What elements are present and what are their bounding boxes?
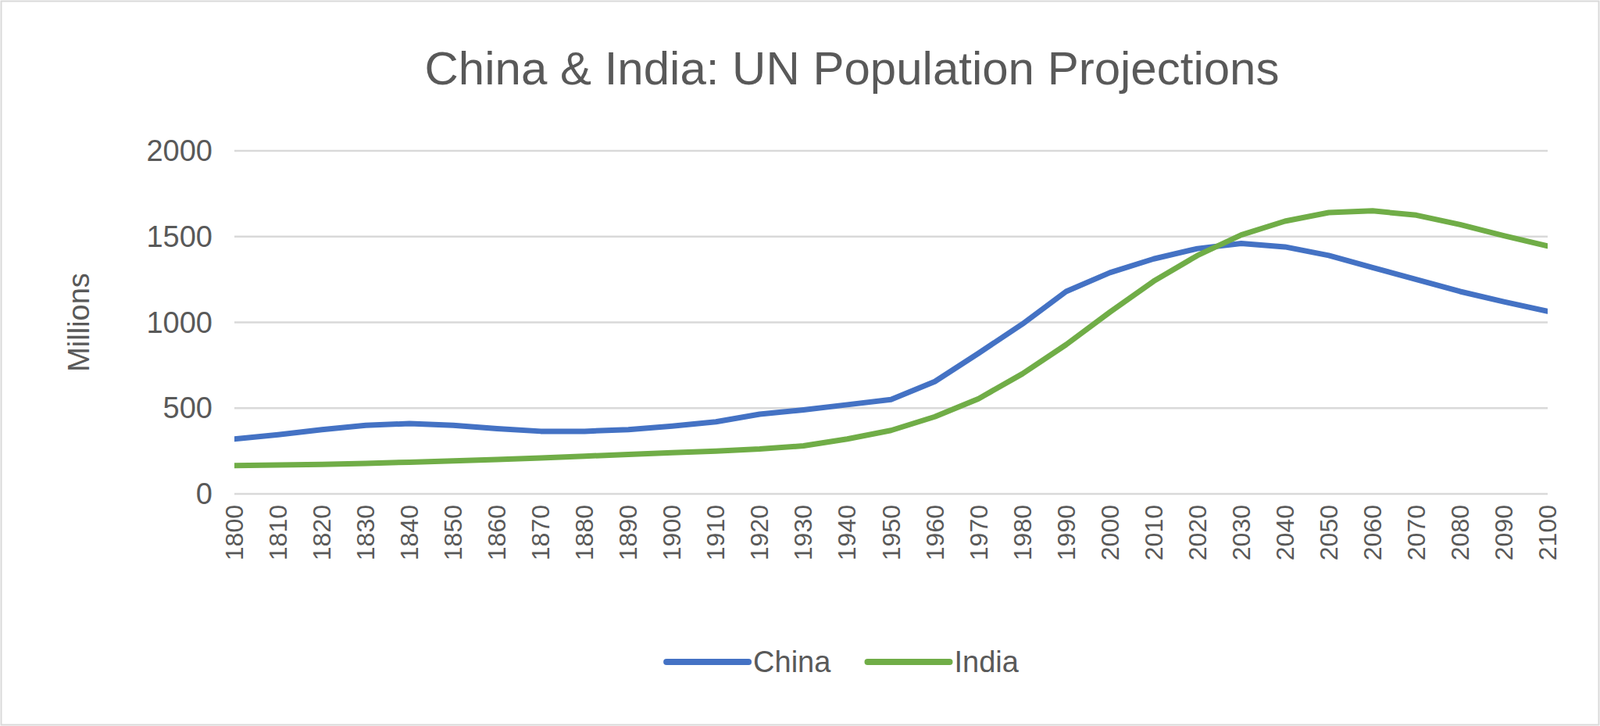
x-tick-label: 1940 [832, 504, 861, 561]
x-tick-label: 1950 [877, 504, 906, 561]
y-tick-label: 2000 [146, 134, 213, 168]
x-tick-label: 1880 [570, 504, 599, 561]
x-tick-label: 1810 [264, 504, 293, 561]
grid-line [234, 492, 1548, 496]
x-tick-label: 2090 [1489, 504, 1518, 561]
legend: China India [666, 645, 1020, 679]
x-tick-label: 1800 [220, 504, 249, 561]
y-tick-label: 500 [163, 391, 213, 425]
x-tick-label: 2070 [1402, 504, 1431, 561]
x-tick-label: 1860 [482, 504, 511, 561]
x-tick-label: 2020 [1183, 504, 1212, 561]
x-tick-label: 2050 [1314, 504, 1343, 561]
x-tick-label: 1920 [745, 504, 774, 561]
x-tick-label: 2080 [1446, 504, 1475, 561]
legend-label: China [753, 645, 832, 679]
series-line [234, 210, 1548, 466]
legend-label: India [954, 645, 1020, 679]
x-tick-label: 2100 [1533, 504, 1562, 561]
y-tick-label: 0 [196, 477, 213, 511]
x-tick-label: 1930 [789, 504, 818, 561]
x-tick-label: 2060 [1358, 504, 1387, 561]
chart: China & India: UN Population Projections… [0, 0, 1600, 726]
legend-swatch [666, 658, 749, 665]
x-tick-label: 1990 [1052, 504, 1081, 561]
title: China & India: UN Population Projections [425, 42, 1280, 95]
legend-swatch [867, 658, 950, 665]
chart-border [1, 1, 1600, 725]
x-tick-label: 1870 [526, 504, 555, 561]
x-tick-label: 1820 [307, 504, 336, 561]
x-tick-label: 1850 [439, 504, 468, 561]
grid-line [234, 321, 1548, 324]
x-tick-label: 1980 [1008, 504, 1037, 561]
plot-area [234, 210, 1548, 466]
grid-line [234, 150, 1548, 153]
x-tick-label: 2000 [1096, 504, 1125, 561]
grid-line [234, 407, 1548, 410]
x-tick-label: 2030 [1227, 504, 1256, 561]
y-tick-label: 1500 [146, 220, 213, 254]
y-axis-label: Millions [62, 272, 96, 372]
x-tick-label: 2010 [1139, 504, 1168, 561]
series-line [234, 243, 1548, 440]
x-tick-label: 2040 [1271, 504, 1300, 561]
x-tick-label: 1970 [964, 504, 993, 561]
x-tick-label: 1960 [921, 504, 950, 561]
grid-line [234, 235, 1548, 239]
x-tick-label: 1890 [614, 504, 643, 561]
x-tick-label: 1830 [351, 504, 380, 561]
x-tick-label: 1910 [701, 504, 730, 561]
x-tick-label: 1900 [657, 504, 686, 561]
y-tick-label: 1000 [146, 306, 213, 340]
x-tick-label: 1840 [395, 504, 424, 561]
